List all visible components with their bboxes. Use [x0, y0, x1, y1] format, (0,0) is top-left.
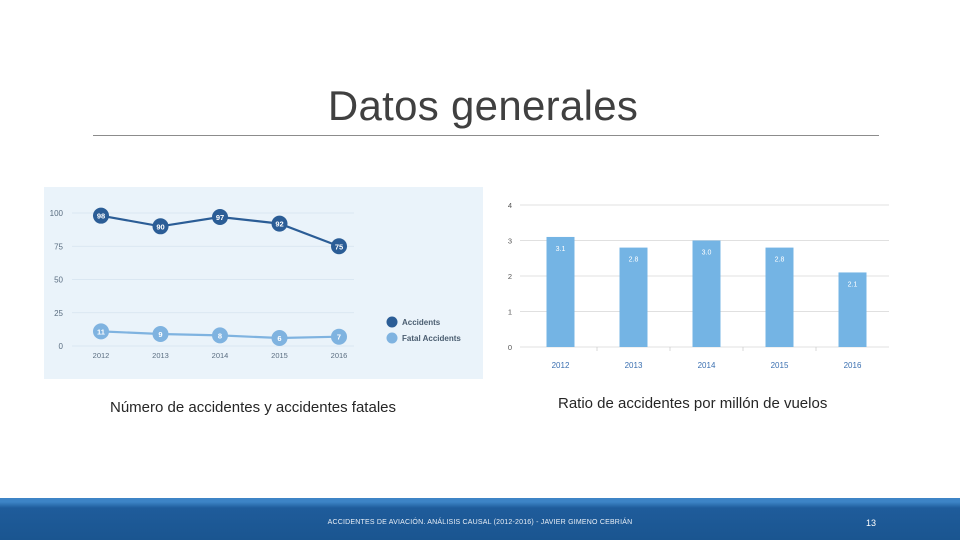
y-tick-label: 25: [54, 309, 63, 318]
data-label: 9: [158, 330, 162, 339]
x-tick-label: 2013: [625, 361, 643, 370]
x-tick-label: 2015: [271, 351, 288, 360]
data-label: 11: [97, 327, 105, 336]
x-tick-label: 2014: [698, 361, 716, 370]
y-tick-label: 75: [54, 242, 63, 251]
y-tick-label: 0: [508, 343, 512, 352]
footer-text: ACCIDENTES DE AVIACIÓN. ANÁLISIS CAUSAL …: [327, 519, 633, 526]
bar: [692, 240, 721, 347]
x-tick-label: 2016: [844, 361, 862, 370]
legend-label: Fatal Accidents: [402, 334, 461, 343]
data-label: 8: [218, 331, 222, 340]
bar: [619, 247, 648, 347]
data-label: 90: [156, 222, 164, 231]
data-point: [212, 208, 228, 225]
data-label: 75: [335, 242, 343, 251]
bar: [838, 272, 867, 347]
x-tick-label: 2012: [93, 351, 110, 360]
data-point: [93, 207, 109, 224]
bar-value-label: 3.1: [556, 246, 566, 253]
bar-value-label: 2.1: [848, 281, 858, 288]
legend-marker: [386, 316, 398, 328]
data-label: 98: [97, 212, 105, 221]
data-point: [331, 238, 347, 255]
y-tick-label: 1: [508, 308, 512, 317]
data-label: 92: [275, 220, 283, 229]
right-chart-caption: Ratio de accidentes por millón de vuelos: [558, 395, 828, 412]
data-label: 7: [337, 333, 341, 342]
chart-background: [44, 187, 483, 379]
bar: [546, 236, 575, 347]
data-point: [331, 328, 347, 345]
slide-title: Datos generales: [327, 82, 639, 129]
data-point: [93, 323, 109, 340]
title-divider: [93, 135, 879, 136]
data-label: 6: [277, 334, 281, 343]
legend-label: Accidents: [402, 318, 441, 327]
data-point: [152, 218, 169, 235]
x-tick-label: 2013: [152, 351, 169, 360]
legend-marker: [386, 332, 398, 344]
data-point: [212, 327, 228, 344]
page-number: 13: [865, 518, 876, 528]
x-tick-label: 2016: [331, 351, 348, 360]
data-label: 97: [216, 213, 224, 222]
y-tick-label: 0: [59, 342, 64, 351]
left-chart-caption: Número de accidentes y accidentes fatale…: [110, 399, 396, 416]
bar-value-label: 2.8: [629, 257, 639, 264]
data-point: [271, 330, 288, 347]
y-tick-label: 100: [50, 209, 64, 218]
bar-value-label: 2.8: [775, 257, 785, 264]
data-point: [152, 326, 169, 343]
accident-rate-bar-chart: 0 1 2 3 4 3.1 2.8 3.0 2.8 2.1 2012 2013 2014 2015 20…: [508, 201, 889, 370]
footer-bar: ACCIDENTES DE AVIACIÓN. ANÁLISIS CAUSAL …: [0, 498, 960, 540]
y-tick-label: 50: [54, 276, 63, 285]
x-tick-label: 2015: [771, 361, 789, 370]
y-tick-label: 4: [508, 201, 512, 210]
bar-value-label: 3.0: [702, 250, 712, 257]
x-tick-label: 2014: [212, 351, 229, 360]
data-point: [271, 215, 288, 232]
y-tick-label: 3: [508, 237, 512, 246]
bar: [765, 247, 794, 347]
y-tick-label: 2: [508, 272, 512, 281]
x-tick-label: 2012: [552, 361, 570, 370]
